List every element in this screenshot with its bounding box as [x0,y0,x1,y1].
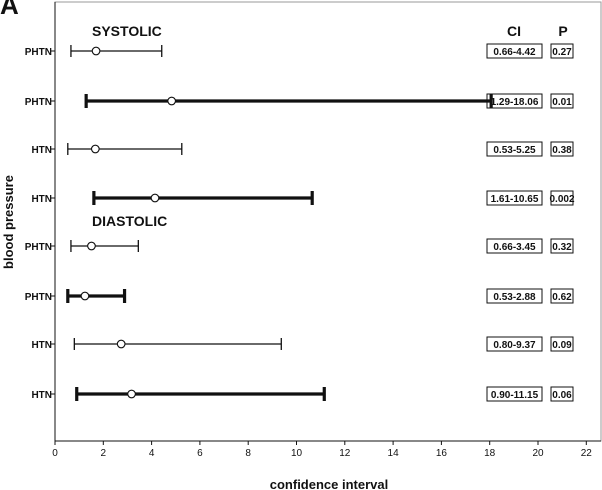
p-value-box [550,238,574,254]
p-value-box [550,141,574,157]
x-tick-label: 4 [149,448,155,459]
p-value: 0.01 [552,97,572,108]
point-estimate [150,193,160,203]
x-tick-label: 18 [484,448,496,459]
x-tick-label: 0 [52,448,58,459]
p-value-box [550,336,574,352]
x-axis-label: confidence interval [270,477,388,490]
x-tick-label: 14 [388,448,400,459]
p-value-box [550,288,574,304]
p-value: 0.002 [549,194,574,205]
ci-value: 0.66-3.45 [493,242,536,253]
x-tick-label: 6 [197,448,203,459]
ci-value-box [486,141,543,157]
point-estimate [167,96,176,106]
ci-value-box [486,386,543,402]
point-estimate [116,339,126,349]
x-tick-label: 12 [339,448,351,459]
x-tick-label: 16 [436,448,448,459]
y-tick-label: HTN [31,390,52,401]
x-tick-label: 22 [581,448,593,459]
p-value-box [550,93,574,109]
y-tick-label: PHTN [25,292,52,303]
ci-value: 0.80-9.37 [493,340,536,351]
ci-value: 0.53-2.88 [493,292,536,303]
ci-value-box [486,190,543,206]
p-value: 0.32 [552,242,572,253]
ci-value: 0.66-4.42 [493,47,536,58]
p-value: 0.09 [552,340,572,351]
y-tick-label: PHTN [25,97,52,108]
group-label: DIASTOLIC [92,213,167,229]
p-value: 0.62 [552,292,572,303]
point-estimate [90,144,100,154]
x-tick-label: 10 [291,448,303,459]
point-estimate [87,241,96,251]
ci-column-header: CI [507,23,521,39]
ci-value-box [486,238,543,254]
y-tick-label: HTN [31,145,52,156]
ci-value-box [486,43,543,59]
y-tick-label: PHTN [25,47,52,58]
y-tick-label: HTN [31,194,52,205]
p-value: 0.06 [552,390,572,401]
y-axis-label: blood pressure [1,175,16,269]
point-estimate [80,291,90,301]
ci-value-box [486,288,543,304]
x-tick-label: 8 [245,448,251,459]
p-value-box [550,190,574,206]
y-tick-label: HTN [31,340,52,351]
p-column-header: P [558,23,567,39]
ci-value: 1.61-10.65 [491,194,539,205]
ci-value: 1.29-18.06 [491,97,539,108]
p-value-box [550,386,574,402]
point-estimate [91,46,101,56]
x-tick-label: 20 [532,448,544,459]
panel-letter: A [0,0,19,20]
ci-value: 0.90-11.15 [491,390,539,401]
group-label: SYSTOLIC [92,23,162,39]
point-estimate [127,389,136,399]
p-value: 0.38 [552,145,572,156]
ci-value-box [486,336,543,352]
p-value-box [550,43,574,59]
y-tick-label: PHTN [25,242,52,253]
x-tick-label: 2 [101,448,107,459]
p-value: 0.27 [552,47,572,58]
ci-value: 0.53-5.25 [493,145,536,156]
